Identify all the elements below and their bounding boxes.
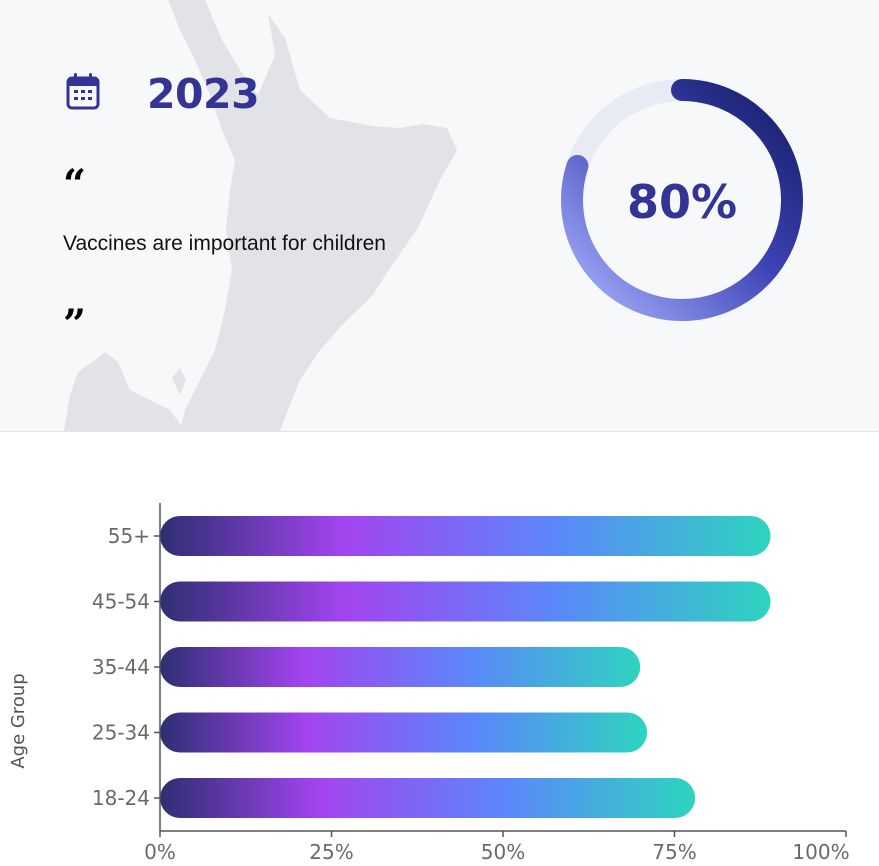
- x-tick-label: 75%: [652, 840, 696, 864]
- bar-25-34: [160, 712, 648, 753]
- percent-ring-arc: [561, 79, 803, 321]
- bar-35-44: [160, 647, 641, 687]
- bar-45-54: [160, 581, 771, 622]
- quote-text: Vaccines are important for children: [63, 232, 386, 255]
- percent-ring: 80%: [561, 79, 803, 321]
- quote-close-mark: ”: [63, 301, 87, 348]
- y-tick-label: 45-54: [92, 590, 150, 614]
- y-tick-label: 55+: [108, 524, 150, 548]
- percent-value: 80%: [627, 175, 737, 229]
- calendar-icon: [66, 73, 100, 110]
- quote-open-mark: “: [63, 161, 87, 208]
- y-tick-label: 18-24: [92, 786, 150, 810]
- summary-panel: 2023 “ Vaccines are important for childr…: [0, 0, 879, 432]
- x-tick-label: 100%: [792, 840, 849, 864]
- bar-18-24: [160, 778, 696, 818]
- year-label: 2023: [147, 70, 260, 118]
- x-tick-label: 25%: [309, 840, 353, 864]
- bar-55+: [160, 516, 771, 556]
- y-tick-label: 25-34: [92, 721, 150, 745]
- map-background: [64, 0, 457, 431]
- y-tick-label: 35-44: [92, 655, 150, 679]
- x-tick-label: 0%: [144, 840, 176, 864]
- y-axis-label: Age Group: [8, 673, 29, 768]
- x-tick-label: 50%: [481, 840, 525, 864]
